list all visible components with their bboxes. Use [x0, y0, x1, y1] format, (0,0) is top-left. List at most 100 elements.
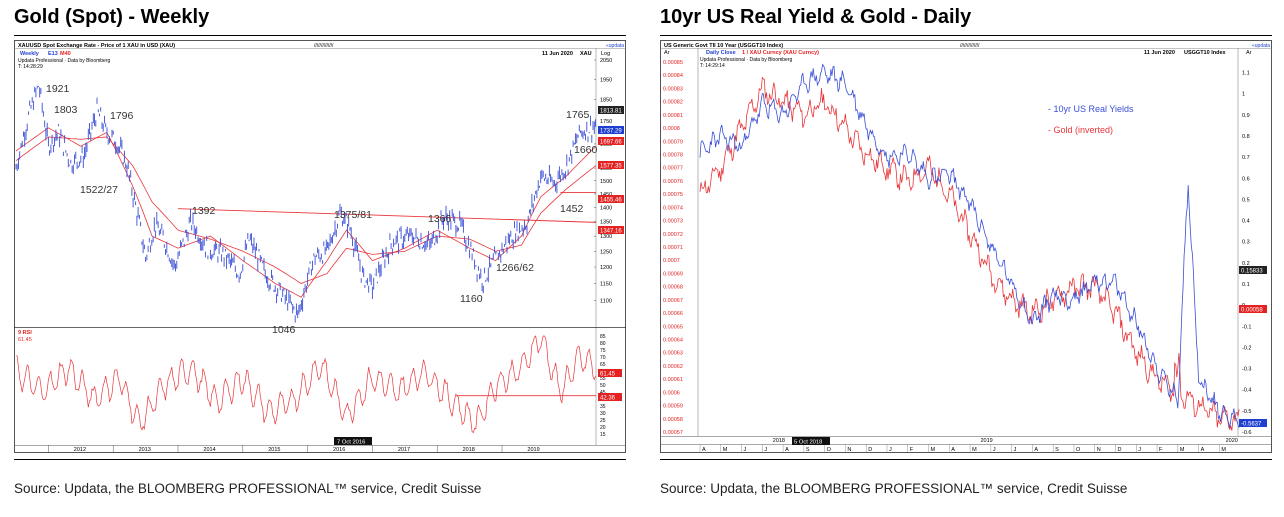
right-tick-label: 0.2 [1242, 261, 1250, 267]
x-tick-label: 2016 [333, 447, 345, 453]
left-tick-label: 0.00071 [663, 245, 683, 251]
year-label: 2019 [980, 438, 992, 444]
svg-text:42.36: 42.36 [600, 396, 616, 402]
provider-text: Updata Professional · Data by Bloomberg [18, 58, 110, 64]
source-text: Source: Updata, the BLOOMBERG PROFESSION… [14, 481, 482, 496]
month-label: M [1221, 447, 1226, 453]
right-tick-label: 0.8 [1242, 134, 1250, 140]
gold-weekly-panel: Gold (Spot) - Weekly XAUUSD Spot Exchang… [14, 0, 626, 517]
series-rsi [15, 335, 596, 434]
rsi-tick-label: 35 [600, 404, 606, 410]
series-line-m40 [15, 136, 597, 284]
month-label: M [723, 447, 728, 453]
left-tick-label: 0.00085 [663, 60, 683, 66]
right-tick-label: 0.9 [1242, 113, 1250, 119]
right-tick-label: 0.3 [1242, 240, 1250, 246]
date-flag: 5 Oct 2018 [792, 437, 830, 446]
chart-header-title: US Generic Govt TII 10 Year (USGGT10 Ind… [664, 43, 783, 49]
annot-1366: 1366 [428, 213, 452, 225]
right-tick-label: 0.5 [1242, 197, 1250, 203]
month-label: J [1014, 447, 1017, 453]
left-tick-label: 0.00076 [663, 179, 683, 185]
chart-header-mid: ////////////// [314, 43, 334, 49]
right-axis-tag: Ar [1246, 50, 1252, 56]
svg-text:-0.5637: -0.5637 [1241, 422, 1262, 428]
y-tick-label: 1200 [600, 265, 612, 271]
annot-1266: 1266/62 [496, 262, 534, 274]
annot-1660: 1660 [574, 144, 598, 156]
chart-date: 11 Jun 2020 [542, 51, 573, 57]
svg-text:1697.66: 1697.66 [600, 140, 622, 146]
annot-1803: 1803 [54, 104, 78, 116]
month-label: A [785, 447, 789, 453]
chart-header-mid: ////////////// [960, 43, 980, 49]
chart-frame [660, 40, 1272, 453]
right-tick-label: 0.7 [1242, 155, 1250, 161]
month-label: J [889, 447, 892, 453]
month-label: M [931, 447, 936, 453]
svg-text:1813.81: 1813.81 [600, 109, 622, 115]
left-axis-tag: Ar [664, 50, 670, 56]
month-label: S [1055, 447, 1059, 453]
price-flag-1697: 1697.66 [598, 137, 624, 146]
left-tick-label: 0.00074 [663, 205, 683, 211]
low-flag: -0.5637 [1239, 419, 1267, 428]
gold-weekly-title: Gold (Spot) - Weekly [14, 6, 210, 28]
svg-text:1577.35: 1577.35 [600, 164, 622, 170]
left-tick-label: 0.0007 [663, 258, 680, 264]
y-tick-label: 1150 [600, 282, 612, 288]
svg-text:1737.29: 1737.29 [600, 129, 622, 135]
left-tick-label: 0.00064 [663, 338, 683, 344]
rsi-flag-61: 61.45 [598, 369, 622, 378]
left-tick-label: 0.00072 [663, 232, 683, 238]
month-label: F [910, 447, 914, 453]
left-tick-label: 0.00061 [663, 377, 683, 383]
right-tick-label: -0.3 [1242, 367, 1251, 373]
legend-m40: M40 [60, 51, 71, 57]
x-tick-label: 2015 [268, 447, 280, 453]
y-tick-label: 1400 [600, 205, 612, 211]
scale-log: Log [601, 51, 610, 57]
yield-flag: 0.15833 [1239, 266, 1267, 275]
provider-text: Updata Professional · Data by Bloomberg [700, 57, 792, 63]
month-label: O [1076, 447, 1081, 453]
legend-gold-curncy: 1 / XAU Curncy (XAU Curncy) [742, 50, 819, 56]
right-tick-label: 1.1 [1242, 71, 1250, 77]
gold-flag: 0.00058 [1239, 305, 1267, 314]
rsi-label: 9 RSI [18, 330, 32, 336]
svg-text:0.15833: 0.15833 [1241, 269, 1263, 275]
updata-logo: «updata [606, 43, 624, 49]
time-text: T: 14:29:14 [700, 63, 725, 69]
legend-daily-close: Daily Close [706, 50, 736, 56]
left-tick-label: 0.00082 [663, 100, 683, 106]
price-flag-1813: 1813.81 [598, 106, 624, 115]
month-label: J [993, 447, 996, 453]
right-tick-label: -0.5 [1242, 409, 1251, 415]
left-tick-label: 0.00058 [663, 417, 683, 423]
year-label: 2020 [1226, 438, 1238, 444]
month-label: N [847, 447, 851, 453]
rsi-tick-label: 65 [600, 362, 606, 368]
annot-1046: 1046 [272, 324, 296, 336]
x-tick-label: 2013 [139, 447, 151, 453]
legend-e13: E13 [48, 51, 58, 57]
chart-header-title: XAUUSD Spot Exchange Rate - Price of 1 X… [18, 43, 175, 49]
left-tick-label: 0.0008 [663, 126, 680, 132]
series-weekly [15, 85, 596, 323]
gold-weekly-chart: XAUUSD Spot Exchange Rate - Price of 1 X… [14, 40, 626, 456]
right-tick-label: 1 [1242, 92, 1245, 98]
chart-frame [14, 40, 626, 453]
rsi-tick-label: 85 [600, 334, 606, 340]
real-yield-title: 10yr US Real Yield & Gold - Daily [660, 6, 972, 28]
x-tick-label: 2017 [398, 447, 410, 453]
right-tick-label: -0.2 [1242, 345, 1251, 351]
left-tick-label: 0.00067 [663, 298, 683, 304]
left-tick-label: 0.00057 [663, 430, 683, 436]
right-tick-label: -0.4 [1242, 388, 1251, 394]
price-flag-1347: 1347.16 [598, 226, 624, 235]
svg-text:7 Oct 2016: 7 Oct 2016 [337, 440, 365, 446]
price-flag-1455: 1455.46 [598, 195, 624, 204]
month-label: J [1138, 447, 1141, 453]
year-label: 2018 [773, 438, 785, 444]
rsi-tick-label: 25 [600, 418, 606, 424]
